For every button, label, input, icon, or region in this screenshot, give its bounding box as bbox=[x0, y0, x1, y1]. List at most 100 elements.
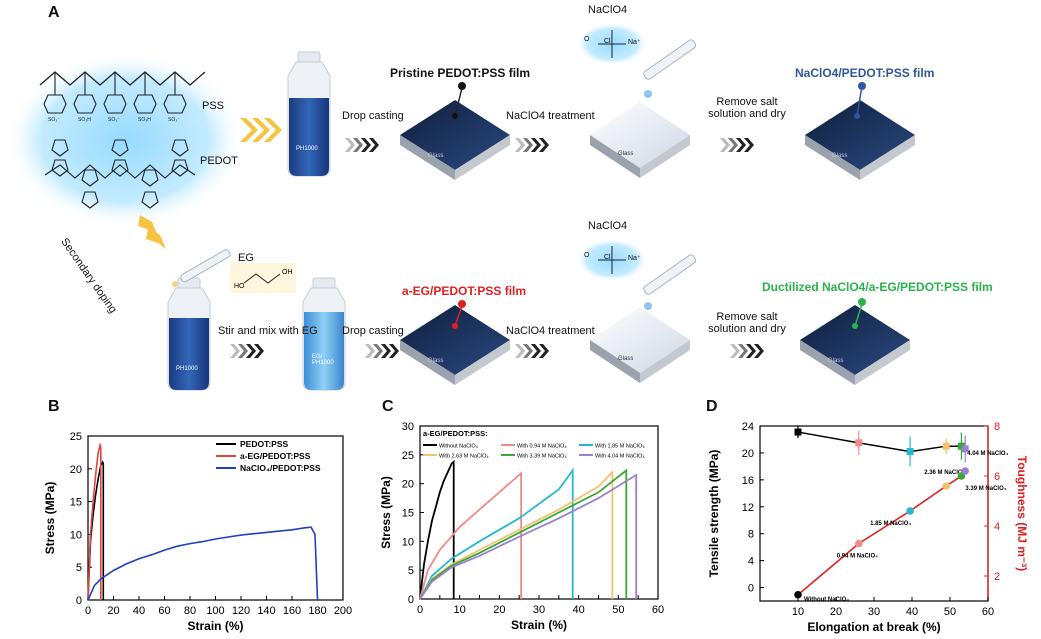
pipette-1-icon bbox=[643, 39, 697, 98]
pedot-chain bbox=[44, 139, 196, 209]
x-tick-label: 200 bbox=[334, 605, 352, 617]
chart-c: 0 10 20 30 40 50 60 0 5 10 15 20 25 30 Strain (%) Stres… bbox=[379, 421, 664, 632]
bottle-1-icon bbox=[287, 51, 331, 177]
glass-label-3: Glass bbox=[832, 153, 848, 159]
y-tick-label: 30 bbox=[402, 421, 414, 433]
glass-label-5: Glass bbox=[618, 356, 634, 362]
legend-label-0: PEDOT:PSS bbox=[240, 439, 289, 449]
series-line-0 bbox=[419, 459, 455, 600]
y-tick-label: 0 bbox=[408, 594, 414, 606]
glass-label-4: Glass bbox=[428, 358, 444, 364]
x-tick-label: 40 bbox=[573, 604, 585, 616]
y-tick-label: 25 bbox=[70, 431, 82, 443]
tensile-point-2 bbox=[906, 448, 914, 456]
ion-cl-label-2: Cl bbox=[604, 254, 611, 261]
svg-text:SO₃⁻: SO₃⁻ bbox=[168, 117, 180, 123]
glass-label-2: Glass bbox=[618, 151, 634, 157]
y-tick-label: 5 bbox=[76, 562, 82, 574]
y-left-tick-label: 12 bbox=[742, 502, 754, 514]
toughness-point-0 bbox=[794, 590, 802, 599]
series-line-5 bbox=[419, 473, 638, 600]
glass-label-1: Glass bbox=[428, 153, 444, 159]
treatment-1-label: NaClO4 treatment bbox=[506, 110, 595, 122]
yellow-arrow-down-icon bbox=[138, 215, 166, 249]
pss-rings bbox=[43, 72, 187, 114]
legend-label-1: a-EG/PEDOT:PSS bbox=[240, 451, 311, 461]
tensile-point-3 bbox=[942, 442, 950, 450]
eg-molecule-bg bbox=[230, 263, 296, 293]
x-tick-label: 80 bbox=[184, 605, 196, 617]
x-tick-label: 160 bbox=[283, 605, 301, 617]
y-tick-label: 25 bbox=[402, 450, 414, 462]
toughness-label-5: 4.04 M NaClO₄ bbox=[967, 451, 1008, 457]
y-left-tick-label: 8 bbox=[748, 529, 754, 541]
ion-o-label-2: O bbox=[584, 252, 590, 259]
y-left-tick-label: 0 bbox=[748, 583, 754, 595]
x-tick-label: 60 bbox=[982, 606, 994, 618]
toughness-line bbox=[797, 470, 966, 596]
y-tick-label: 15 bbox=[402, 508, 414, 520]
panel-label-b: B bbox=[48, 398, 60, 415]
legend-label-2: With 1.85 M NaClO₄ bbox=[595, 444, 645, 450]
svg-text:OH: OH bbox=[282, 269, 293, 276]
toughness-label-2: 1.85 M NaClO₄ bbox=[870, 521, 911, 527]
y-left-axis-label: Tensile strength (MPa) bbox=[707, 450, 721, 578]
y-left-tick-label: 4 bbox=[748, 556, 754, 568]
y-tick-label: 0 bbox=[76, 595, 82, 607]
remove-salt-2-label: Remove salt solution and dry bbox=[708, 311, 786, 335]
tensile-point-1 bbox=[855, 439, 863, 447]
film-glass-1-icon bbox=[590, 102, 690, 178]
ion-cl-label-1: Cl bbox=[604, 38, 611, 45]
x-tick-label: 40 bbox=[133, 605, 145, 617]
y-right-tick-label: 8 bbox=[994, 421, 1000, 433]
bottle-2-icon bbox=[167, 277, 211, 391]
x-tick-label: 20 bbox=[493, 604, 505, 616]
panel-label-a: A bbox=[48, 4, 60, 21]
tensile-point-4 bbox=[957, 442, 965, 450]
y-right-tick-label: 2 bbox=[994, 571, 1000, 583]
y-axis-label: Stress (MPa) bbox=[43, 482, 57, 555]
panel-label-c: C bbox=[382, 398, 394, 415]
x-tick-label: 0 bbox=[85, 605, 91, 617]
black-arrow-3-icon bbox=[720, 138, 754, 152]
bottle-1-label: PH1000 bbox=[296, 146, 318, 152]
film-pristine-label: Pristine PEDOT:PSS film bbox=[390, 66, 531, 80]
x-tick-label: 20 bbox=[107, 605, 119, 617]
x-axis-label: Strain (%) bbox=[187, 619, 243, 633]
series-line-4 bbox=[419, 468, 628, 600]
pedot-label: PEDOT bbox=[200, 155, 238, 167]
series-line-1 bbox=[419, 471, 522, 600]
plot-frame bbox=[419, 425, 659, 600]
panel-label-d: D bbox=[706, 398, 718, 415]
y-right-tick-label: 6 bbox=[994, 471, 1000, 483]
perchlorate-2-icon bbox=[598, 246, 626, 274]
pss-sulfonate-labels: SO₃⁻ SO₃H SO₃⁻ SO₃H SO₃⁻ bbox=[48, 117, 180, 123]
pss-label: PSS bbox=[202, 100, 225, 112]
series-line-3 bbox=[419, 469, 614, 600]
y-tick-label: 15 bbox=[70, 497, 82, 509]
x-tick-label: 180 bbox=[308, 605, 326, 617]
tensile-point-5 bbox=[961, 445, 969, 453]
film-naclo4-icon bbox=[805, 82, 915, 180]
y-tick-label: 10 bbox=[402, 536, 414, 548]
film-naclo4-label: NaClO4/PEDOT:PSS film bbox=[795, 66, 935, 80]
svg-text:SO₃H: SO₃H bbox=[138, 117, 151, 123]
x-tick-label: 10 bbox=[454, 604, 466, 616]
x-tick-label: 0 bbox=[417, 604, 423, 616]
toughness-point-3 bbox=[942, 482, 950, 490]
series-line-1 bbox=[87, 442, 102, 601]
y-right-tick-label: 4 bbox=[994, 521, 1000, 533]
bottle-2-label: PH1000 bbox=[176, 366, 198, 372]
pipette-2-icon bbox=[643, 254, 697, 310]
tensile-line bbox=[797, 431, 966, 453]
bottle-3-label: EG/ PH1000 bbox=[312, 354, 334, 366]
film-ductile-label: Ductilized NaClO4/a-EG/PEDOT:PSS film bbox=[762, 280, 993, 294]
toughness-label-3: 2.36 M NaClO₄ bbox=[924, 470, 965, 476]
remove-salt-1-label: Remove salt solution and dry bbox=[708, 96, 786, 120]
toughness-label-1: 0.94 M NaClO₄ bbox=[837, 554, 878, 560]
bottle-3-icon bbox=[302, 277, 346, 391]
film-glass-2-icon bbox=[590, 307, 690, 383]
film-aeg-icon bbox=[400, 300, 510, 385]
black-arrow-2-icon bbox=[515, 138, 549, 152]
